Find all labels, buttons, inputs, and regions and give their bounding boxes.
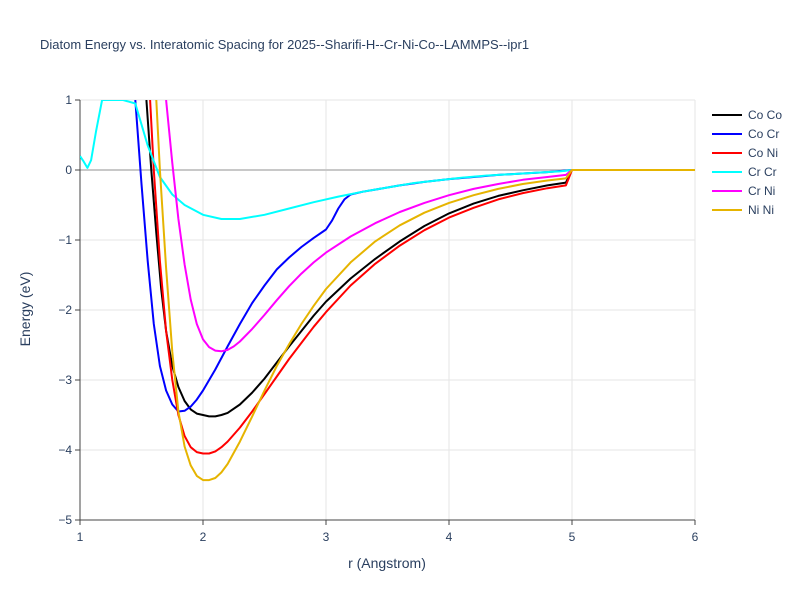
series-line-cr-cr — [80, 100, 695, 220]
y-tick-label: −1 — [58, 233, 72, 247]
x-tick-label: 3 — [323, 530, 330, 544]
legend-label: Co Cr — [748, 127, 779, 141]
legend-label: Ni Ni — [748, 203, 774, 217]
y-tick-label: −3 — [58, 373, 72, 387]
legend-item-ni-ni[interactable]: Ni Ni — [712, 203, 774, 217]
legend-label: Co Ni — [748, 146, 778, 160]
series-line-co-ni — [149, 100, 695, 455]
series-layer — [80, 100, 695, 482]
x-tick-label: 5 — [569, 530, 576, 544]
x-tick-label: 2 — [200, 530, 207, 544]
y-tick-label: −4 — [58, 443, 72, 457]
axis-layer: 1 2 3 4 5 6 1 0 −1 −2 −3 −4 −5 — [58, 93, 698, 544]
legend-item-co-cr[interactable]: Co Cr — [712, 127, 779, 141]
legend-label: Cr Cr — [748, 165, 777, 179]
legend-item-co-co[interactable]: Co Co — [712, 108, 782, 122]
series-line-ni-ni — [155, 100, 695, 482]
y-tick-label: 0 — [65, 163, 72, 177]
y-tick-label: −5 — [58, 513, 72, 527]
x-tick-label: 1 — [77, 530, 84, 544]
legend-label: Cr Ni — [748, 184, 775, 198]
legend[interactable]: Co Co Co Cr Co Ni Cr Cr Cr Ni Ni Ni — [712, 108, 782, 217]
x-tick-label: 6 — [692, 530, 699, 544]
legend-item-co-ni[interactable]: Co Ni — [712, 146, 778, 160]
legend-item-cr-cr[interactable]: Cr Cr — [712, 165, 777, 179]
grid-layer — [80, 99, 696, 520]
series-line-co-co — [145, 100, 695, 418]
y-tick-label: −2 — [58, 303, 72, 317]
series-line-cr-ni — [165, 100, 695, 353]
chart-title: Diatom Energy vs. Interatomic Spacing fo… — [40, 37, 529, 52]
x-tick-label: 4 — [446, 530, 453, 544]
legend-item-cr-ni[interactable]: Cr Ni — [712, 184, 775, 198]
legend-label: Co Co — [748, 108, 782, 122]
y-tick-label: 1 — [65, 93, 72, 107]
y-axis-title: Energy (eV) — [17, 272, 33, 347]
x-axis-title: r (Angstrom) — [348, 555, 426, 571]
